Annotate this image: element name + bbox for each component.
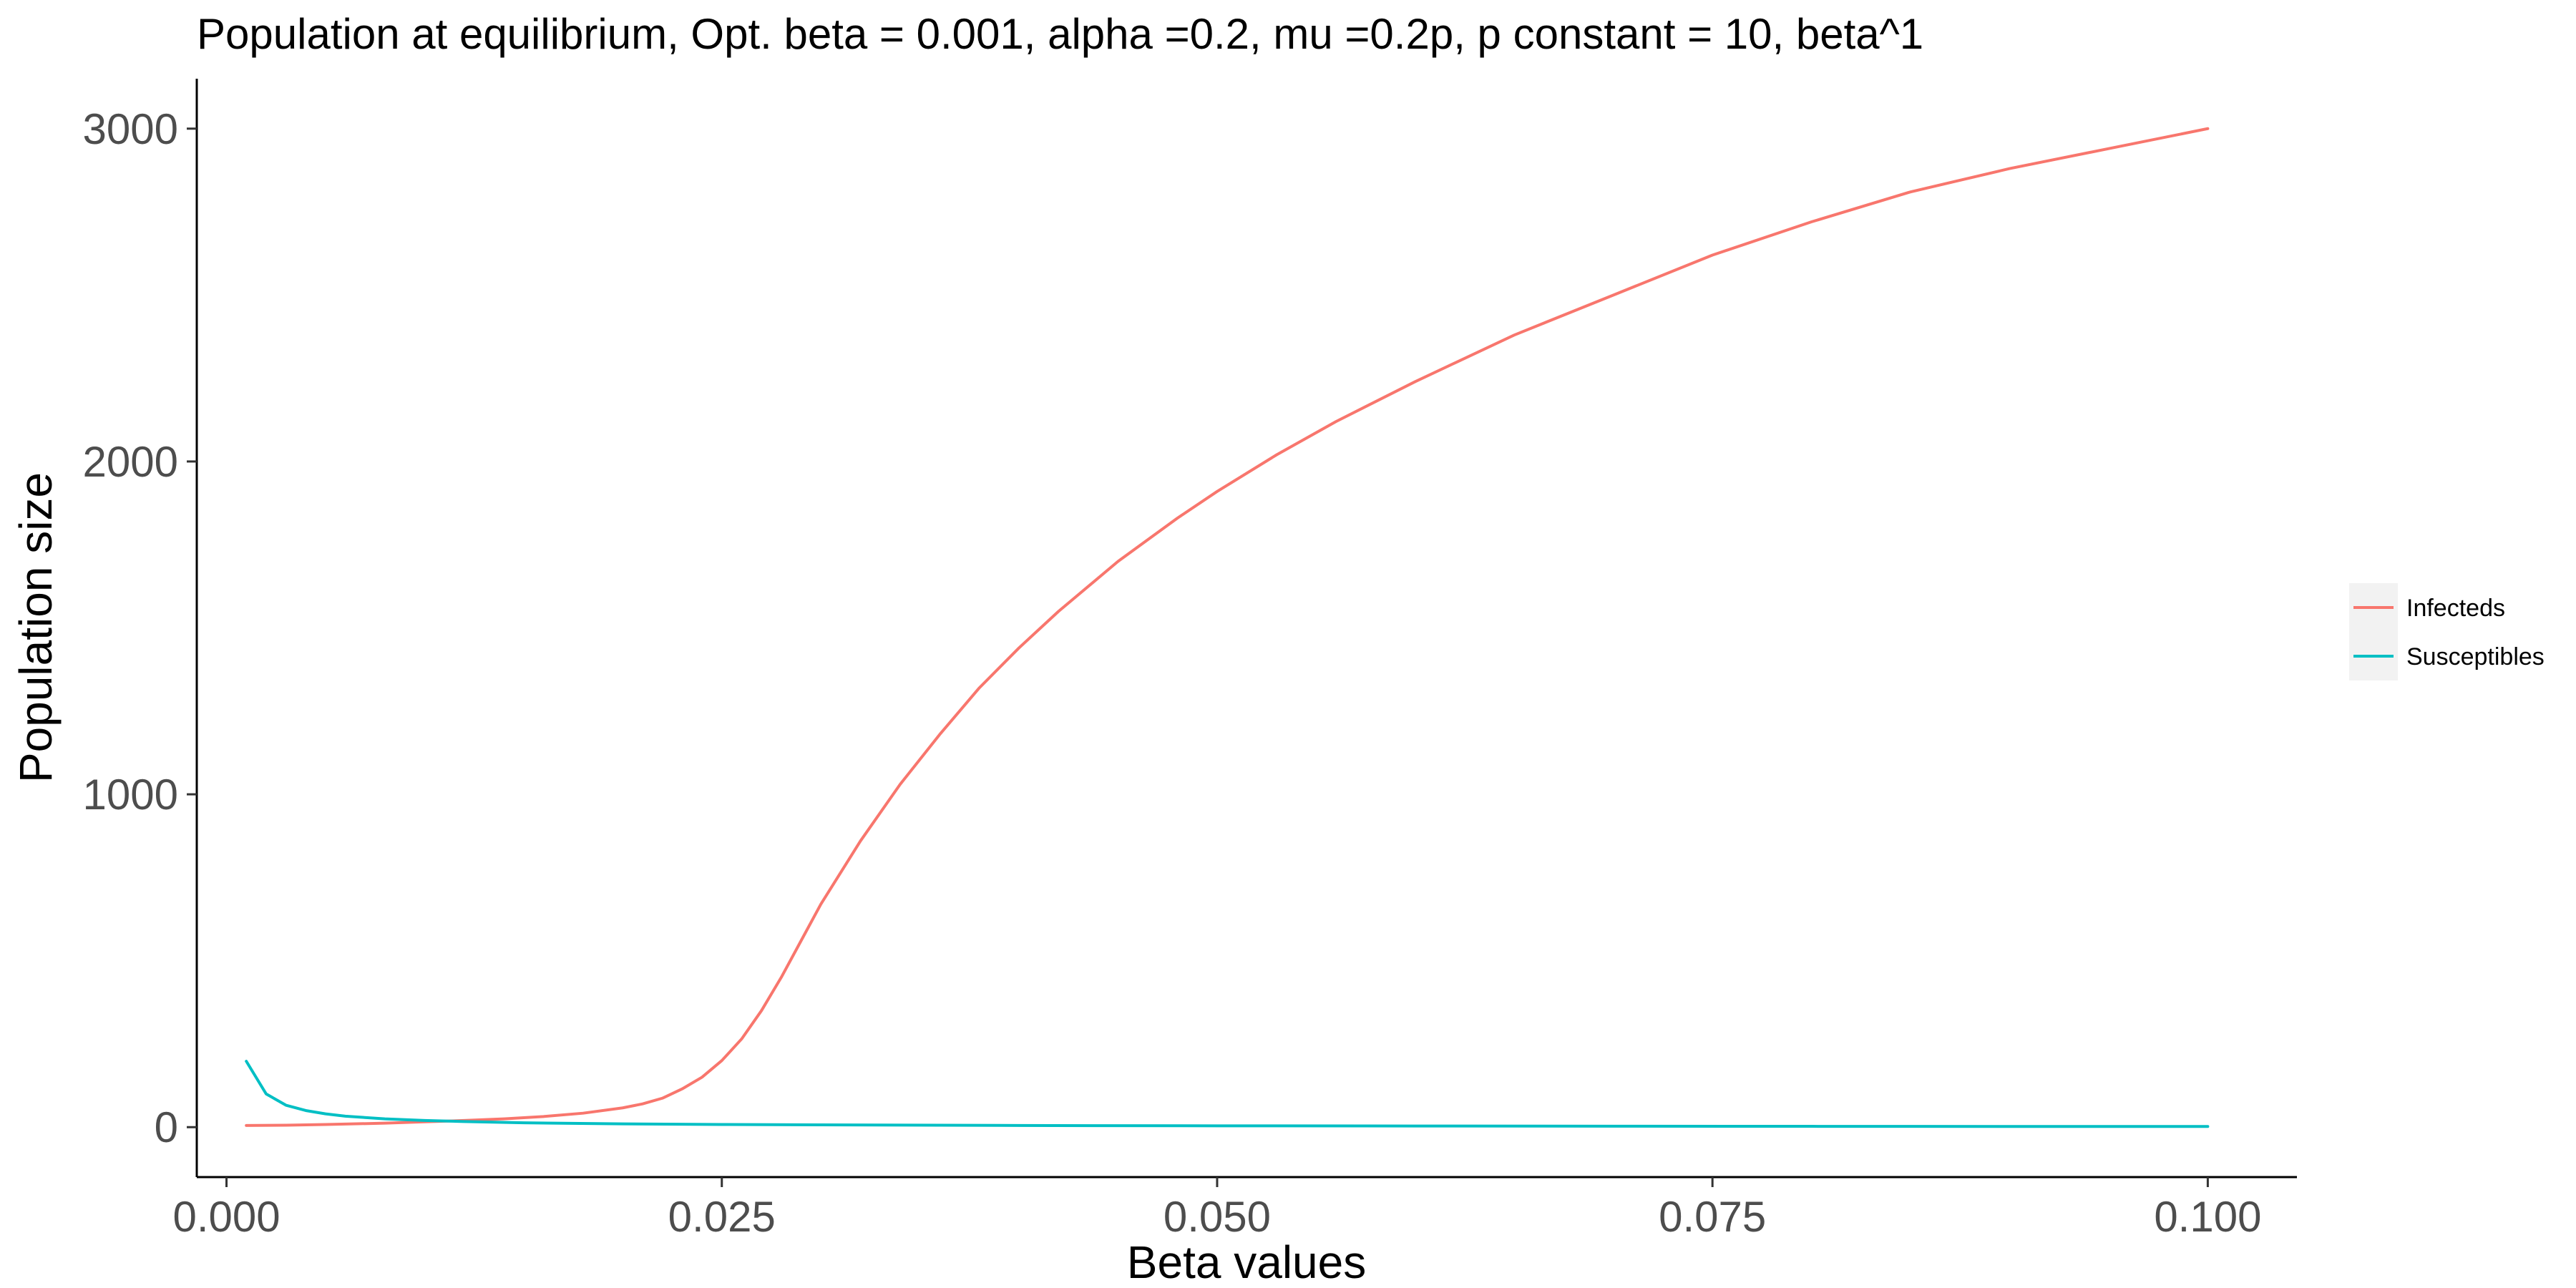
legend: Infecteds Susceptibles	[2349, 583, 2545, 680]
x-tick-label: 0.075	[1659, 1193, 1766, 1241]
legend-label: Susceptibles	[2406, 643, 2545, 670]
x-tick-label: 0.025	[668, 1193, 776, 1241]
y-tick-label: 0	[155, 1103, 178, 1151]
y-tick-label: 3000	[83, 105, 178, 153]
x-tick-label: 0.000	[172, 1193, 280, 1241]
chart-title: Population at equilibrium, Opt. beta = 0…	[197, 10, 1923, 58]
legend-item-susceptibles: Susceptibles	[2349, 632, 2545, 680]
y-tick-label: 2000	[83, 438, 178, 486]
y-axis-title: Population size	[10, 472, 62, 783]
plot-area: 0.000 0.025 0.050 0.075 0.100 0 1000 2000 3000	[83, 79, 2297, 1241]
legend-label: Infecteds	[2406, 595, 2505, 622]
series-layer	[245, 127, 2210, 1128]
series-line-infecteds	[245, 127, 2210, 1127]
x-axis-title: Beta values	[1127, 1236, 1366, 1288]
series-line-susceptibles	[245, 1060, 2210, 1128]
y-axis-ticks: 0 1000 2000 3000	[83, 105, 197, 1151]
legend-item-infecteds: Infecteds	[2349, 583, 2505, 632]
y-tick-label: 1000	[83, 771, 178, 819]
x-tick-label: 0.050	[1163, 1193, 1271, 1241]
x-axis-ticks: 0.000 0.025 0.050 0.075 0.100	[172, 1177, 2261, 1241]
x-tick-label: 0.100	[2154, 1193, 2261, 1241]
